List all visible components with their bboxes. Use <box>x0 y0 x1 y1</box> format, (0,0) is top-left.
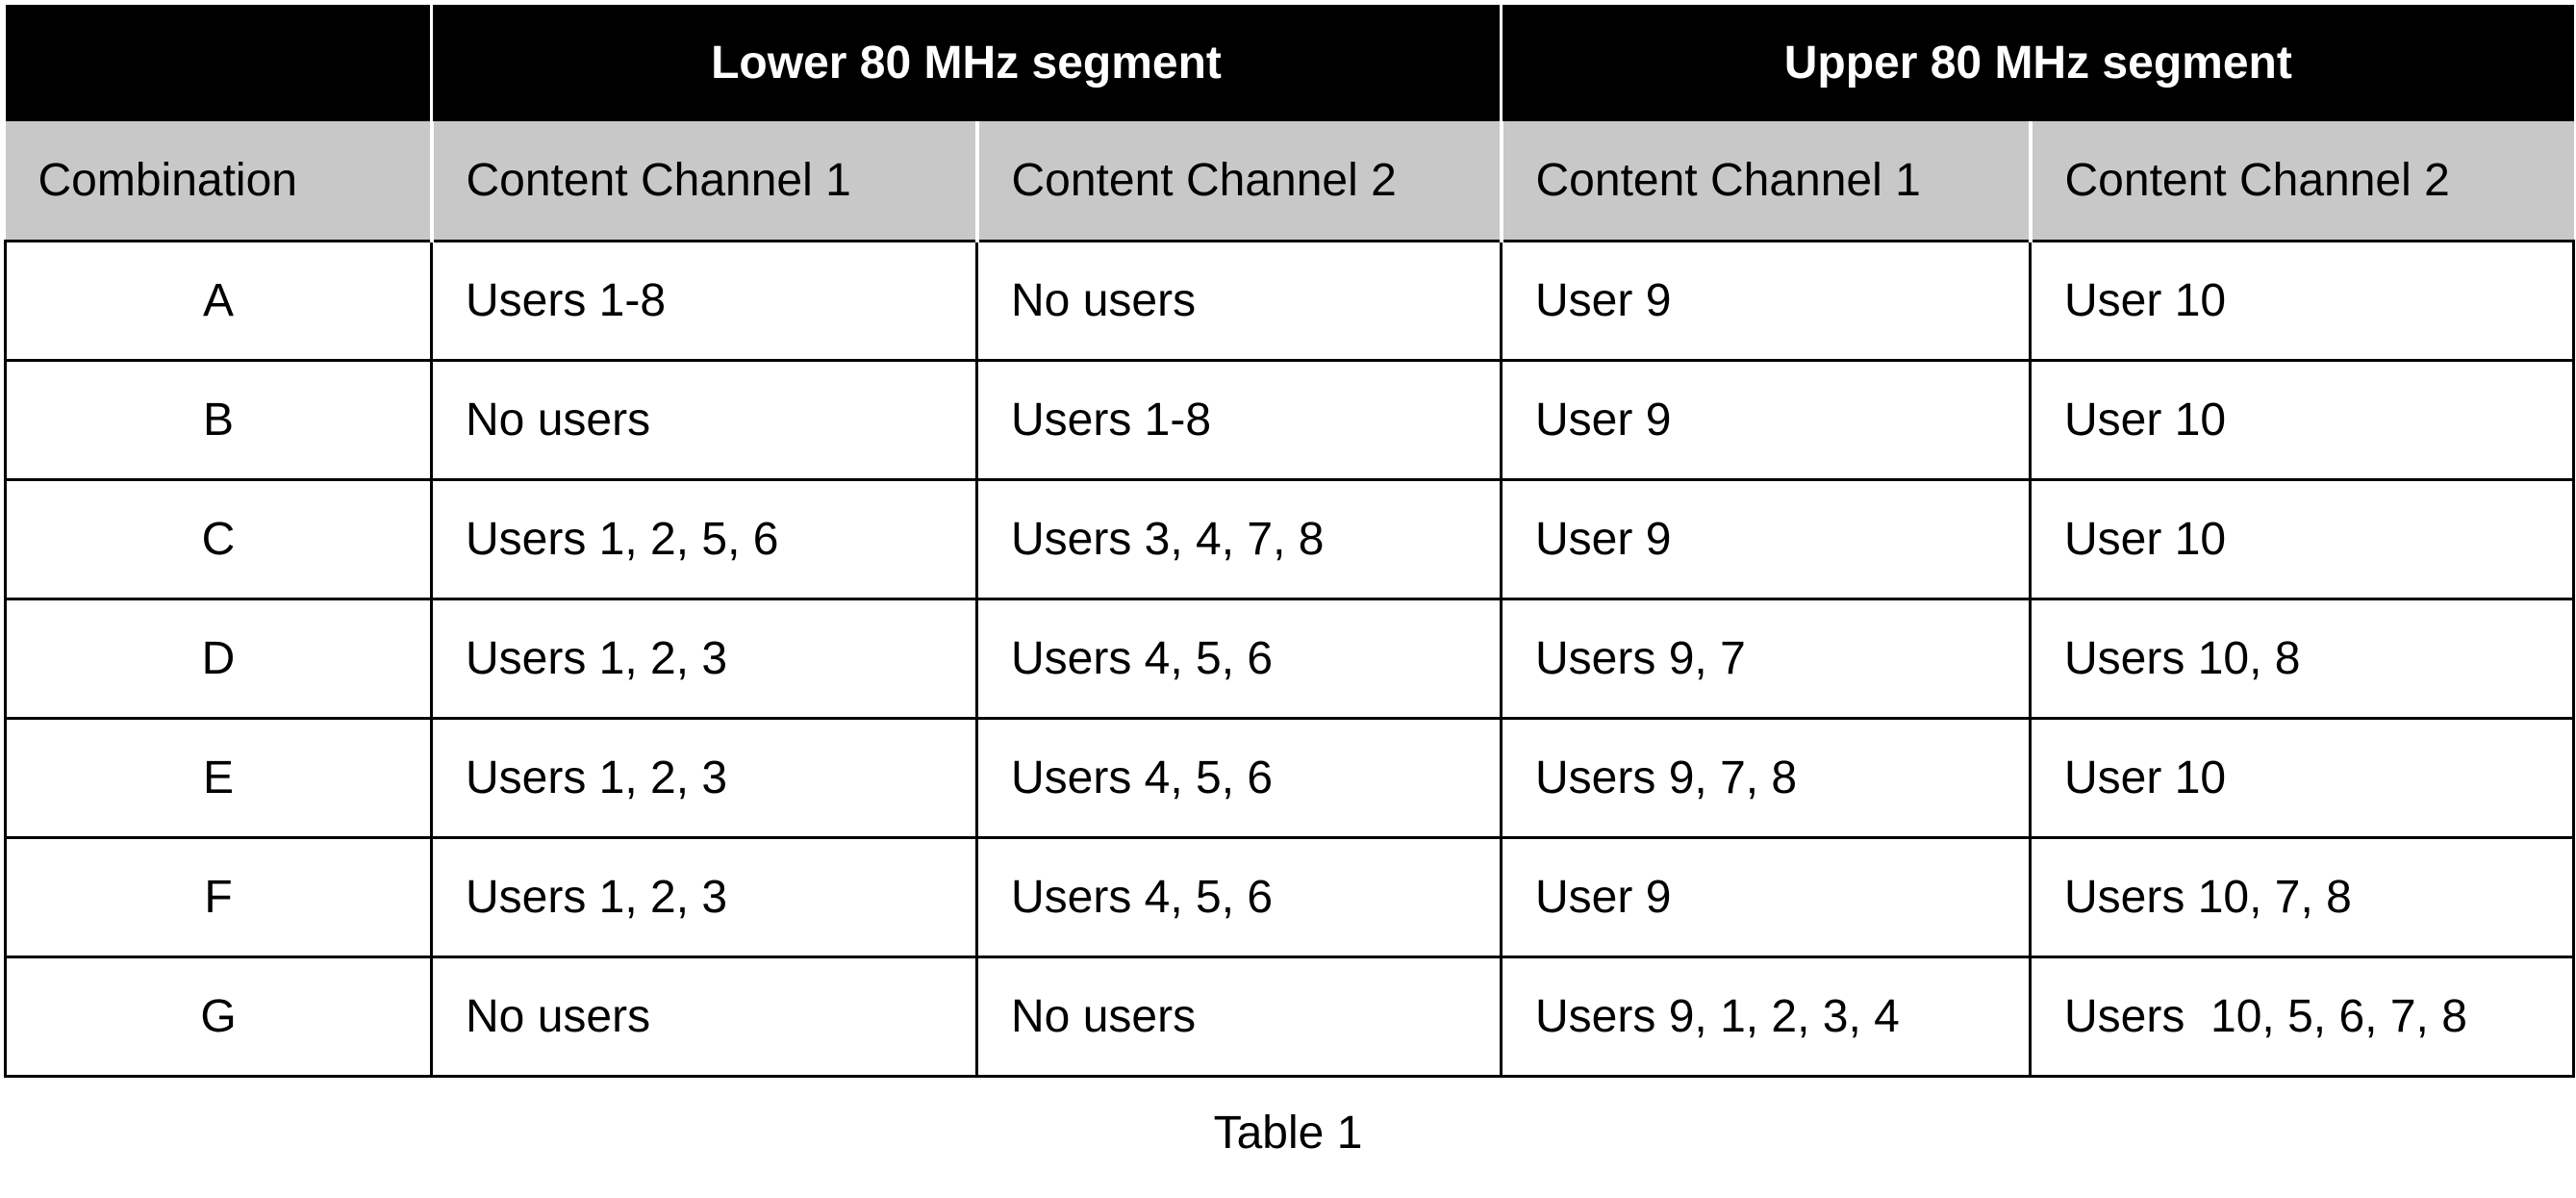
table-cell: Users 1, 2, 3 <box>430 836 978 958</box>
table-cell: No users <box>430 956 978 1078</box>
group-header-row: Lower 80 MHz segment Upper 80 MHz segmen… <box>5 5 2574 121</box>
combination-cell: D <box>4 598 433 720</box>
combination-cell: G <box>4 956 433 1078</box>
table-cell: Users 4, 5, 6 <box>974 717 1503 839</box>
table-cell: Users 10, 8 <box>2029 598 2576 720</box>
table-cell: Users 4, 5, 6 <box>974 836 1503 958</box>
table-cell: Users 3, 4, 7, 8 <box>974 478 1503 600</box>
table-cell: Users 9, 7 <box>1500 598 2033 720</box>
caption: Table 1 <box>1213 1108 1363 1159</box>
table-row: E Users 1, 2, 3 Users 4, 5, 6 Users 9, 7, 8… <box>4 717 2576 839</box>
column-header: Content Channel 1 <box>429 121 977 242</box>
table-cell: User 9 <box>1500 478 2033 600</box>
table-row: F Users 1, 2, 3 Users 4, 5, 6 User 9 Users 1… <box>4 836 2576 958</box>
table-cell: Users 10, 5, 6, 7, 8 <box>2029 956 2576 1078</box>
table-cell: User 10 <box>2029 240 2576 362</box>
table-row: A Users 1-8 No users User 9 User 10 <box>4 240 2576 362</box>
column-header: Content Channel 1 <box>1499 121 2031 242</box>
empty-header-cell <box>5 5 432 121</box>
table-cell: User 9 <box>1500 240 2033 362</box>
data-table: Lower 80 MHz segment Upper 80 MHz segmen… <box>4 5 2576 1078</box>
combination-cell: E <box>4 717 433 839</box>
table-cell: Users 1, 2, 3 <box>430 717 978 839</box>
table-cell: Users 4, 5, 6 <box>974 598 1503 720</box>
table-cell: Users 9, 1, 2, 3, 4 <box>1500 956 2033 1078</box>
table-cell: Users 1-8 <box>974 359 1503 481</box>
table-cell: Users 10, 7, 8 <box>2029 836 2576 958</box>
table-row: G No users No users Users 9, 1, 2, 3, 4 User… <box>4 956 2576 1078</box>
table-row: D Users 1, 2, 3 Users 4, 5, 6 Users 9, 7 Use… <box>4 598 2576 720</box>
table-cell: User 10 <box>2029 359 2576 481</box>
table-cell: Users 1, 2, 3 <box>430 598 978 720</box>
combination-cell: B <box>4 359 433 481</box>
column-header: Combination <box>5 121 432 242</box>
table-cell: User 9 <box>1500 359 2033 481</box>
table-cell: User 10 <box>2029 717 2576 839</box>
group-header: Upper 80 MHz segment <box>1500 5 2574 121</box>
table-cell: No users <box>430 359 978 481</box>
table-cell: User 9 <box>1500 836 2033 958</box>
table-cell: Users 1-8 <box>430 240 978 362</box>
column-header: Content Channel 2 <box>2028 121 2574 242</box>
combination-cell: C <box>4 478 433 600</box>
column-header-row: Combination Content Channel 1 Content Chan… <box>5 121 2574 242</box>
table-cell: No users <box>974 240 1503 362</box>
group-header: Lower 80 MHz segment <box>429 5 1502 121</box>
table-cell: Users 1, 2, 5, 6 <box>430 478 978 600</box>
column-header: Content Channel 2 <box>974 121 1502 242</box>
combination-cell: F <box>4 836 433 958</box>
table-cell: User 10 <box>2029 478 2576 600</box>
table-cell: Users 9, 7, 8 <box>1500 717 2033 839</box>
table-body: A Users 1-8 No users User 9 User 10 B No users… <box>4 240 2576 1078</box>
table-cell: No users <box>974 956 1503 1078</box>
table-row: B No users Users 1-8 User 9 User 10 <box>4 359 2576 481</box>
combination-cell: A <box>4 240 433 362</box>
